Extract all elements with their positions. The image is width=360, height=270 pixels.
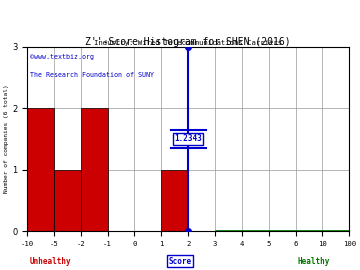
Text: Industry: Wired Telecommunications Carriers: Industry: Wired Telecommunications Carri… — [94, 40, 282, 46]
Text: Healthy: Healthy — [297, 257, 329, 266]
Bar — [161, 170, 188, 231]
Text: ©www.textbiz.org: ©www.textbiz.org — [30, 54, 94, 60]
Title: Z''-Score Histogram for SHEN (2016): Z''-Score Histogram for SHEN (2016) — [85, 36, 291, 46]
Bar — [27, 108, 54, 231]
Bar — [54, 170, 81, 231]
Y-axis label: Number of companies (6 total): Number of companies (6 total) — [4, 85, 9, 193]
Bar — [81, 108, 108, 231]
Text: Score: Score — [168, 257, 192, 266]
Text: 1.2343: 1.2343 — [174, 134, 202, 143]
Text: Unhealthy: Unhealthy — [30, 257, 71, 266]
Text: The Research Foundation of SUNY: The Research Foundation of SUNY — [30, 72, 154, 78]
